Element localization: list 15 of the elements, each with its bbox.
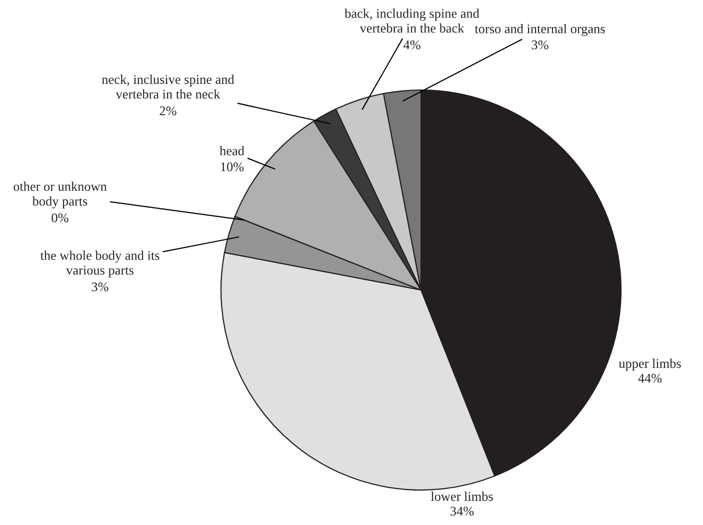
slice-label: torso and internal organs — [474, 24, 605, 36]
slice-label: head — [220, 146, 244, 156]
slice-label: upper limbs — [618, 358, 681, 371]
data-label: 3% — [532, 40, 548, 50]
slice-label: lower limbs — [430, 492, 493, 501]
data-label: 4% — [403, 40, 420, 50]
category-label: other or unknown body parts — [14, 182, 107, 208]
slice-label: neck, inclusive spine and vertebra in the neck — [102, 74, 234, 99]
data-label: 34% — [450, 506, 474, 516]
data-label: 2% — [160, 106, 176, 116]
slice-label: the whole body and its various parts — [40, 250, 160, 278]
data-label: 10% — [221, 162, 244, 172]
data-label: 44% — [638, 374, 662, 383]
text: 0% — [52, 213, 68, 222]
data-label: 3% — [92, 282, 108, 292]
